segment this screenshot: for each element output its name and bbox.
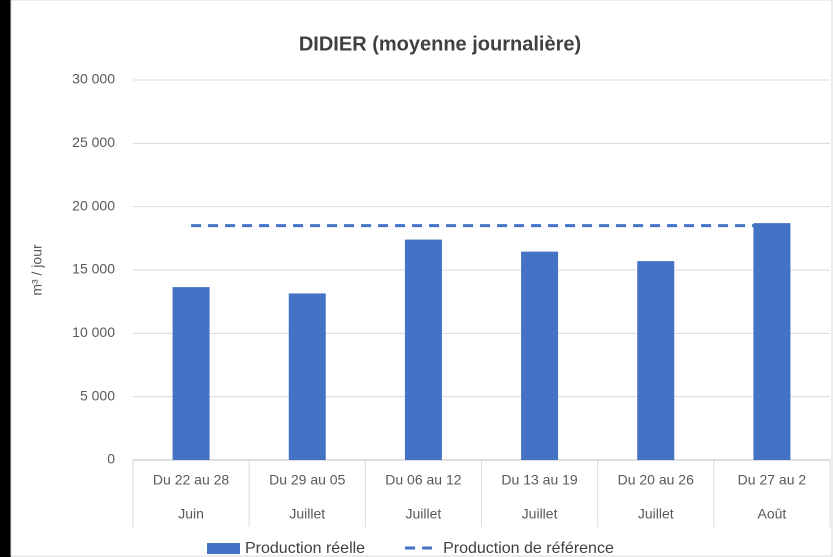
chart-border: [10, 0, 833, 557]
bar: [637, 261, 675, 460]
x-tick-label: Du 27 au 2: [738, 472, 807, 488]
y-tick-label: 20 000: [72, 197, 115, 213]
x-tick-label: Du 22 au 28: [153, 472, 229, 488]
x-group-label: Août: [758, 506, 787, 522]
legend-label: Production réelle: [245, 540, 365, 557]
x-tick-label: Du 13 au 19: [501, 472, 577, 488]
x-tick-label: Du 06 au 12: [385, 472, 461, 488]
left-edge: [0, 0, 11, 557]
y-tick-label: 30 000: [72, 71, 115, 87]
y-tick-label: 5 000: [80, 387, 115, 403]
bar: [753, 223, 791, 460]
x-group-label: Juillet: [289, 506, 325, 522]
bar: [172, 287, 210, 460]
x-tick-label: Du 29 au 05: [269, 472, 345, 488]
x-group-label: Juin: [178, 506, 204, 522]
x-tick-label: Du 20 au 26: [618, 472, 694, 488]
bar: [288, 293, 326, 460]
y-tick-label: 25 000: [72, 134, 115, 150]
x-group-label: Juillet: [638, 506, 674, 522]
bar: [521, 251, 559, 460]
legend-swatch: [207, 543, 240, 554]
x-group-label: Juillet: [522, 506, 558, 522]
legend-label: Production de référence: [443, 540, 614, 557]
bar: [404, 239, 442, 460]
chart-title: DIDIER (moyenne journalière): [299, 33, 581, 55]
y-tick-label: 10 000: [72, 324, 115, 340]
x-group-label: Juillet: [406, 506, 442, 522]
y-tick-label: 15 000: [72, 261, 115, 277]
y-axis-label: m³ / jour: [29, 244, 45, 296]
y-tick-label: 0: [107, 451, 115, 467]
